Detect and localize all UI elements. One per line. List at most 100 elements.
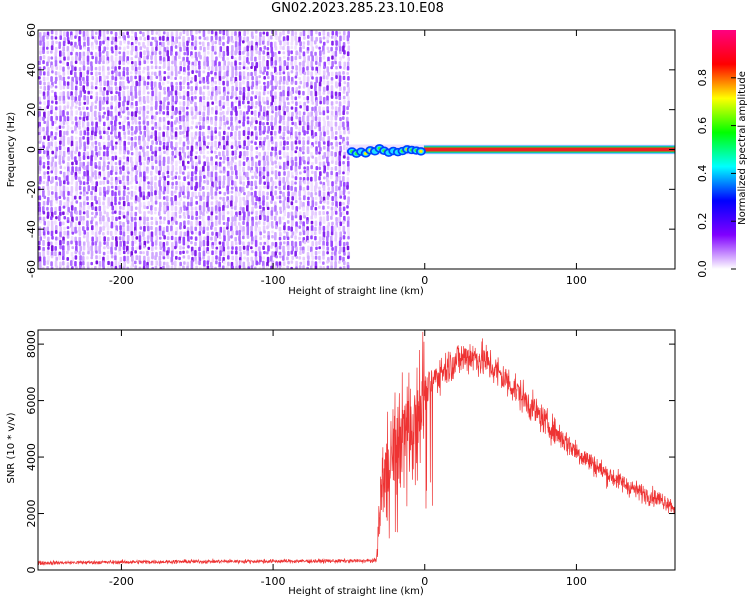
noise-cell	[67, 66, 70, 70]
noise-cell	[78, 95, 81, 102]
noise-cell	[206, 145, 209, 149]
noise-cell	[78, 76, 82, 81]
noise-cell	[270, 121, 273, 127]
noise-cell	[298, 236, 301, 240]
noise-cell	[39, 236, 42, 241]
noise-cell	[63, 130, 66, 136]
noise-cell	[278, 156, 282, 160]
noise-cell	[338, 216, 341, 223]
noise-cell	[166, 265, 170, 269]
noise-cell	[195, 111, 198, 116]
noise-cell	[258, 95, 261, 102]
noise-cell	[206, 250, 210, 255]
noise-cell	[90, 250, 94, 257]
noise-cell	[163, 46, 167, 53]
noise-cell	[62, 95, 66, 102]
noise-cell	[126, 156, 130, 163]
noise-cell	[294, 181, 297, 185]
noise-cell	[218, 61, 221, 67]
noise-cell	[206, 185, 209, 191]
noise-cell	[67, 96, 71, 100]
noise-cell	[166, 50, 170, 57]
noise-cell	[194, 165, 198, 172]
noise-cell	[162, 196, 166, 200]
noise-cell	[115, 236, 118, 242]
noise-cell	[86, 215, 90, 219]
noise-cell	[210, 186, 213, 194]
noise-cell	[214, 71, 217, 76]
noise-cell	[198, 136, 202, 143]
noise-cell	[214, 195, 218, 200]
noise-cell	[202, 95, 206, 101]
noise-cell	[111, 60, 115, 68]
noise-cell	[82, 191, 86, 197]
noise-cell	[270, 210, 274, 216]
noise-cell	[279, 190, 282, 195]
noise-cell	[82, 175, 85, 180]
noise-cell	[122, 196, 125, 201]
noise-cell	[62, 125, 65, 129]
x-tick-label-bottom: -200	[109, 575, 134, 588]
noise-cell	[278, 50, 281, 55]
noise-cell	[99, 40, 102, 47]
noise-cell	[347, 216, 350, 221]
noise-cell	[118, 160, 122, 166]
noise-cell	[314, 235, 317, 241]
noise-cell	[91, 211, 94, 215]
noise-cell	[46, 215, 50, 219]
noise-cell	[107, 135, 110, 141]
noise-cell	[322, 50, 326, 55]
noise-cell	[106, 100, 109, 105]
noise-cell	[311, 260, 314, 267]
noise-cell	[59, 65, 62, 71]
noise-cell	[151, 165, 155, 170]
noise-cell	[151, 115, 154, 120]
noise-cell	[306, 76, 310, 83]
noise-cell	[102, 205, 106, 212]
noise-cell	[302, 51, 306, 57]
noise-cell	[303, 36, 306, 40]
noise-cell	[50, 110, 53, 115]
y-tick-label-bottom: 8000	[25, 330, 38, 358]
noise-cell	[78, 116, 82, 120]
noise-cell	[139, 176, 142, 183]
noise-cell	[62, 150, 66, 158]
noise-cell	[134, 206, 138, 211]
noise-cell	[291, 215, 294, 221]
noise-cell	[242, 266, 246, 269]
noise-cell	[146, 150, 149, 157]
noise-cell	[322, 191, 326, 198]
noise-cell	[295, 71, 299, 77]
noise-cell	[170, 225, 173, 232]
noise-cell	[346, 156, 350, 161]
noise-cell	[190, 91, 194, 96]
noise-cell	[158, 66, 162, 70]
noise-cell	[231, 85, 234, 92]
noise-cell	[218, 266, 222, 269]
noise-cell	[279, 200, 282, 204]
noise-cell	[102, 30, 106, 38]
y-axis-label-bottom: SNR (10 * v/v)	[6, 412, 17, 483]
noise-cell	[238, 125, 241, 129]
noise-cell	[310, 220, 314, 225]
noise-cell	[266, 176, 269, 183]
noise-cell	[130, 105, 134, 109]
noise-cell	[218, 241, 222, 245]
noise-cell	[210, 95, 213, 101]
plot-frame-bottom	[37, 329, 676, 571]
noise-cell	[46, 206, 49, 211]
noise-cell	[194, 170, 198, 175]
noise-cell	[222, 260, 226, 265]
noise-cell	[206, 45, 210, 51]
noise-cell	[143, 156, 147, 161]
noise-cell	[302, 230, 306, 236]
noise-cell	[343, 215, 346, 222]
noise-cell	[82, 60, 86, 66]
noise-cell	[162, 220, 166, 225]
noise-cell	[266, 225, 269, 230]
noise-cell	[162, 145, 166, 150]
noise-cell	[143, 80, 146, 86]
noise-cell	[175, 171, 178, 175]
noise-cell	[214, 205, 218, 213]
noise-cell	[311, 106, 314, 112]
